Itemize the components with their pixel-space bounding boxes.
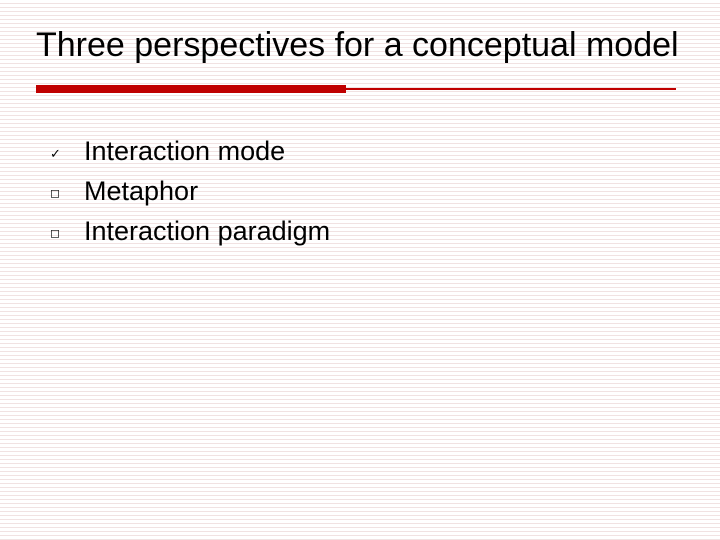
list-item-text: Interaction mode [84, 133, 285, 169]
list-item: ◻ Interaction paradigm [50, 213, 684, 249]
check-icon: ✓ [50, 147, 84, 160]
title-underline [36, 85, 684, 93]
bullet-list: ✓ Interaction mode ◻ Metaphor ◻ Interact… [50, 133, 684, 250]
slide-title: Three perspectives for a conceptual mode… [36, 24, 684, 67]
list-item: ◻ Metaphor [50, 173, 684, 209]
square-icon: ◻ [50, 227, 84, 239]
title-underline-thick [36, 85, 346, 93]
list-item-text: Interaction paradigm [84, 213, 330, 249]
list-item-text: Metaphor [84, 173, 198, 209]
slide: Three perspectives for a conceptual mode… [0, 0, 720, 540]
square-icon: ◻ [50, 187, 84, 199]
list-item: ✓ Interaction mode [50, 133, 684, 169]
